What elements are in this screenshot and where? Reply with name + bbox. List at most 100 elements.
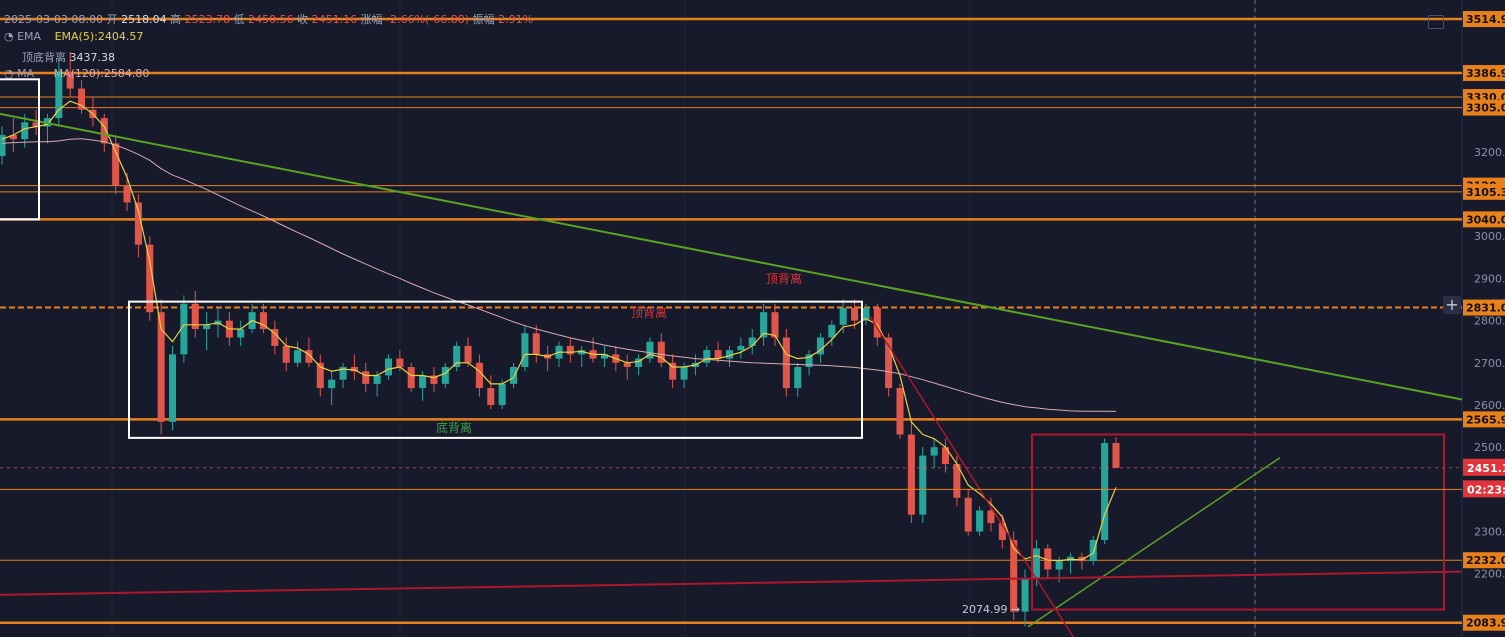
candle-body [384,358,393,376]
candle-body [964,497,972,532]
ma-value: MA(120):2584.80 [53,67,150,80]
candle-body [998,523,1006,540]
candle-body [805,354,813,368]
ema-title: EMA [17,30,42,43]
header-close: 2451.16 [311,13,358,26]
candle-body [1021,577,1029,612]
divergence-value: 3437.38 [69,51,116,64]
current-price-label: 2451.1 [1467,462,1505,475]
candle-body [669,362,677,380]
y-tick-label: 2500.0 [1474,441,1505,454]
candle-body [987,510,995,524]
candle-body [657,341,665,363]
candle-body [737,345,745,351]
candle-body [953,464,961,498]
candle-body [930,447,938,456]
candle-body [305,350,313,363]
candle-body [1032,548,1040,578]
candle-body [146,244,154,313]
candle-body [1010,539,1018,612]
divergence-indicator-row[interactable]: 顶底背离 3437.38 [22,49,115,65]
plus-icon[interactable]: + [1443,296,1461,314]
price-level-label: 3386.9 [1466,67,1505,80]
candle-body [782,337,790,389]
ema-indicator-row[interactable]: ◔ EMA EMA(5):2404.57 [4,30,143,43]
candle-body [725,350,734,359]
red-support-line [0,570,1463,596]
fullscreen-icon[interactable] [1428,15,1444,29]
y-tick-label: 2800.0 [1474,315,1505,328]
candle-body [464,345,472,363]
price-level-tag [1463,614,1505,631]
candle-body [771,312,779,338]
candle-body [1044,548,1052,570]
bell-icon[interactable]: ◔ [4,30,14,43]
candle-body [794,367,802,389]
top-divergence-label: 顶背离 [766,272,803,286]
price-level-tag [1463,65,1505,82]
candle-body [78,88,86,110]
bell-icon[interactable]: ◔ [4,67,14,80]
candle-body [748,337,756,346]
candle-body [532,333,540,355]
bottom-divergence-label: 底背离 [436,421,473,435]
candle-body [578,350,586,355]
candle-body [168,354,177,422]
descending-trend-line [0,112,1463,401]
candle-body [714,350,722,359]
candle-body [566,345,574,355]
ma-indicator-row[interactable]: ◔ MA MA(120):2584.80 [4,67,149,80]
candle-body [0,134,6,157]
consolidation-box-left [0,78,40,221]
y-tick-label: 2300.0 [1474,526,1505,539]
candle-body [510,367,518,384]
candle-body [1089,539,1097,562]
candle-body [21,122,29,140]
header-open: 2518.04 [121,13,167,26]
candle-body [339,367,347,380]
candle-body [350,367,358,372]
ma120-line [1,138,1117,412]
candle-body [294,350,302,363]
price-level-label: 2831.0 [1466,302,1505,315]
candle-body [680,367,688,380]
ema-value: EMA(5):2404.57 [54,30,144,43]
candle-body [851,307,859,321]
candle-body [123,185,131,203]
header-low: 2450.56 [248,13,294,26]
candle-body [203,324,211,330]
price-level-label: 2565.9 [1466,413,1505,426]
candle-body [362,371,370,384]
y-tick-label: 2600.0 [1474,399,1505,412]
candle-body [9,134,17,140]
price-level-label: 3105.3 [1466,186,1505,199]
header-change: -2.66%(-66.88) [386,13,470,26]
candle-body [419,375,427,389]
candle-body [703,350,711,363]
candle-body [487,388,495,405]
candle-body [896,388,904,435]
candle-body [873,307,881,338]
candle-body [316,362,324,389]
candle-body [32,122,40,127]
candle-body [237,329,245,338]
candle-body [271,329,279,346]
candle-body [134,202,142,245]
candle-body [521,333,529,368]
candle-body [259,312,267,330]
price-level-tag [1463,411,1505,428]
candle-body [441,367,449,384]
candle-body [112,143,120,186]
header-high: 2523.78 [184,13,231,26]
price-level-label: 3040.0 [1466,213,1505,226]
y-tick-label: 2700.0 [1474,357,1505,370]
y-tick-label: 2900.0 [1474,272,1505,285]
candle-body [976,510,984,532]
candle-body [100,118,108,144]
candle-body [157,312,165,422]
current-price-tag [1463,458,1505,476]
candle-body [396,358,404,368]
price-level-label: 2232.0 [1466,554,1505,567]
candle-body [760,312,768,338]
